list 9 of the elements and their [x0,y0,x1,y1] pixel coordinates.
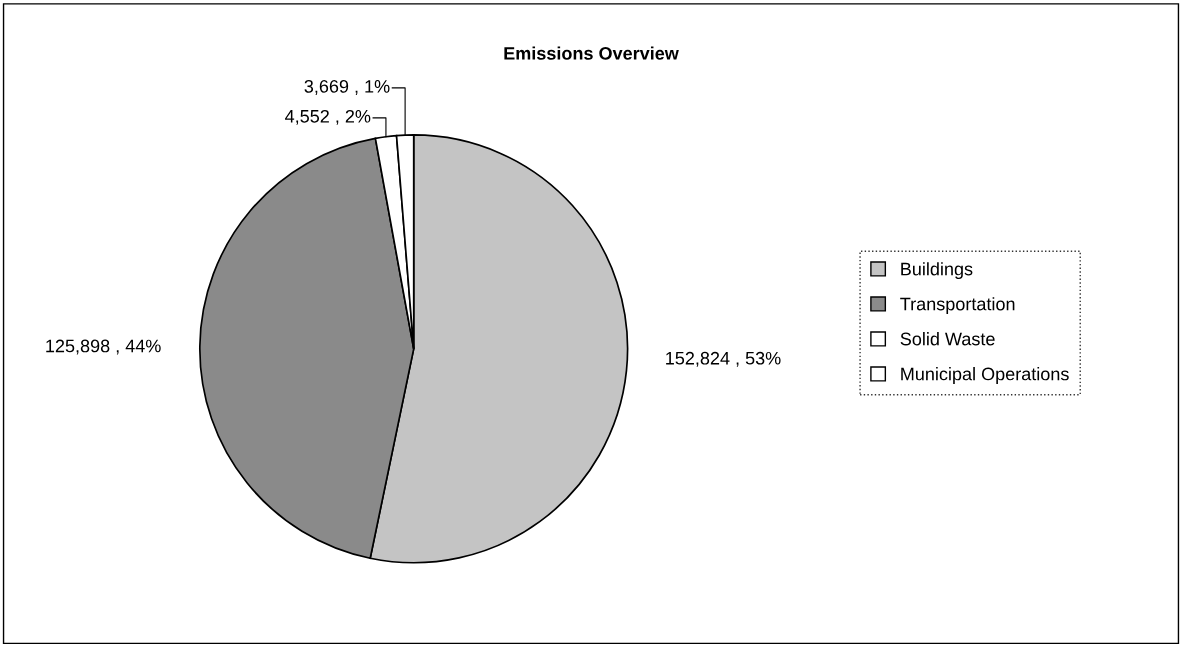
chart-title: Emissions Overview [504,46,679,60]
legend-label: Buildings [901,262,973,279]
data-label: 152,824 , 53% [666,351,781,367]
data-label: 125,898 , 44% [46,339,161,355]
data-label: 3,669 , 1% [304,79,390,95]
legend-label: Solid Waste [900,332,995,346]
legend-label: Transportation [900,297,1015,314]
data-label: 4,552 , 2% [285,109,371,125]
legend-label: Municipal Operations [901,367,1069,384]
